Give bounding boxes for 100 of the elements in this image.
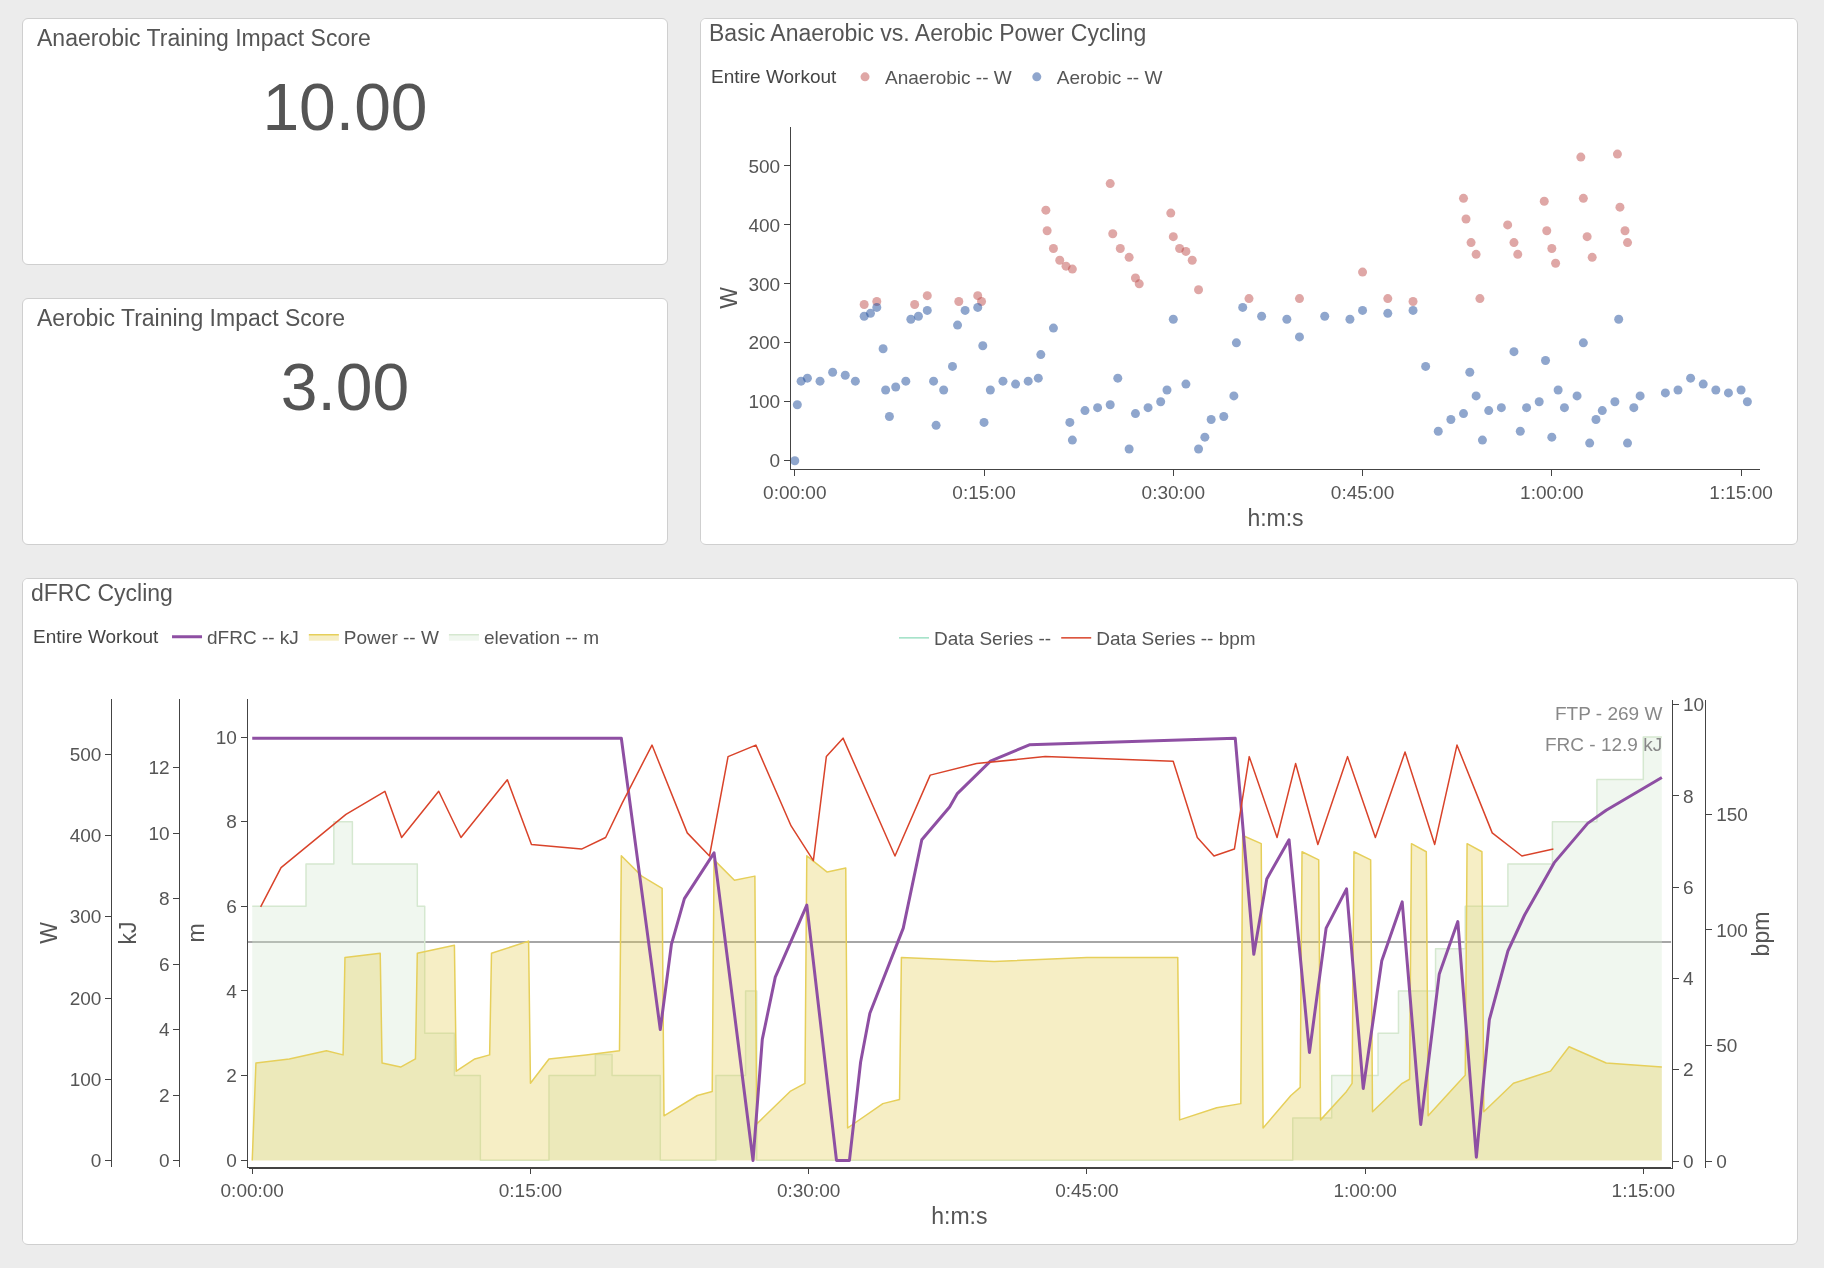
y2-tick-label: 100 [1715, 919, 1748, 941]
point [1134, 279, 1144, 289]
point [1166, 208, 1176, 218]
y-tick-label: 0 [1682, 1150, 1693, 1172]
point [1042, 226, 1052, 236]
text: Aerobic Training Impact Score [37, 305, 346, 332]
point [1294, 294, 1304, 304]
y-tick-label: 4 [226, 980, 238, 1002]
legend-label: elevation -- m [483, 627, 600, 649]
point [1587, 252, 1597, 262]
y3-tick-label: 6 [159, 953, 170, 975]
y-tick-label: 8 [1682, 785, 1693, 807]
x-tick-label: 0:30:00 [1141, 481, 1205, 503]
point [1048, 243, 1058, 253]
point [1612, 149, 1622, 159]
y-tick-label: 300 [748, 273, 781, 295]
point [1067, 264, 1077, 274]
point [1551, 258, 1561, 268]
point [1471, 249, 1481, 259]
y3-axis-title: kJ [114, 921, 141, 945]
point [1542, 226, 1552, 236]
y-tick-label: 200 [748, 332, 781, 354]
y-tick-label: 100 [748, 391, 781, 413]
point [1509, 238, 1519, 248]
y-tick-label: 6 [226, 895, 237, 917]
point [1459, 193, 1468, 203]
y2-tick-label: 0 [90, 1150, 102, 1172]
legend-label: Power -- W [343, 627, 439, 649]
point [1513, 249, 1523, 259]
point [973, 291, 983, 301]
legend-label: Data Series -- [933, 627, 1051, 649]
point [1615, 202, 1625, 212]
point [1168, 232, 1178, 242]
point [1539, 196, 1549, 206]
y-tick-label: 2 [1682, 1058, 1693, 1080]
annotation: FTP - 269 W [1555, 703, 1663, 724]
point [922, 291, 932, 301]
point [1576, 152, 1586, 162]
legend-label: dFRC -- kJ [207, 627, 299, 649]
y-tick-label: 4 [1682, 967, 1694, 989]
point [1194, 285, 1204, 295]
point [1055, 255, 1065, 265]
point [1187, 255, 1197, 265]
y-tick-label: 0 [226, 1149, 237, 1171]
x-tick-label: 1:00:00 [1333, 1179, 1397, 1201]
y2-axis-title: W [36, 921, 63, 944]
y2-tick-label: 200 [69, 987, 102, 1009]
x-tick-label: 0:45:00 [1055, 1179, 1119, 1201]
point [859, 299, 869, 309]
x-tick-label: 0:45:00 [1330, 481, 1395, 503]
point [1503, 220, 1513, 230]
annotation: FRC - 12.9 kJ [1545, 734, 1663, 755]
point [1620, 226, 1630, 236]
y2-tick-label: 100 [69, 1068, 102, 1090]
y3-tick-label: 0 [159, 1150, 170, 1172]
y2-tick-label: 150 [1715, 803, 1748, 825]
point [1181, 246, 1191, 256]
point [1175, 243, 1185, 253]
y-tick-label: 400 [748, 214, 781, 236]
y-tick-label: 8 [226, 811, 237, 833]
point [1461, 214, 1471, 224]
y-tick-label: 10 [215, 726, 237, 748]
y3-tick-label: 12 [148, 757, 170, 779]
y-tick-label: 2 [226, 1065, 237, 1087]
x-tick-label: 1:00:00 [1520, 481, 1584, 503]
point [1547, 243, 1557, 253]
point [1466, 238, 1476, 248]
text: 10.00 [261, 69, 429, 145]
point [954, 297, 964, 307]
y2-tick-label: 50 [1715, 1034, 1737, 1056]
y2-tick-label: 300 [69, 906, 102, 928]
y3-tick-label: 4 [159, 1019, 171, 1041]
text: 3.00 [279, 349, 411, 425]
x-axis-title: h:m:s [931, 1203, 988, 1230]
point [1475, 294, 1485, 304]
point [1578, 193, 1588, 203]
x-axis-title: h:m:s [1247, 505, 1304, 532]
y2-axis-title: bpm [1747, 911, 1774, 956]
x-tick-label: 0:30:00 [776, 1179, 841, 1201]
legend-title: Entire Workout [33, 625, 160, 647]
x-tick-label: 0:00:00 [220, 1179, 284, 1201]
text: Anaerobic Training Impact Score [37, 25, 371, 52]
chart-title: Basic Anaerobic vs. Aerobic Power Cycling [709, 20, 1147, 47]
point [1041, 205, 1051, 215]
y3-tick-label: 8 [159, 888, 170, 910]
y-axis-title: W [715, 286, 742, 309]
y3-tick-label: 10 [148, 822, 170, 844]
y-tick-label: 6 [1682, 876, 1693, 898]
point [910, 299, 920, 309]
y-tick-label: 0 [769, 450, 781, 472]
x-tick-label: 0:15:00 [952, 481, 1016, 503]
y2-tick-label: 400 [69, 825, 102, 847]
y3-tick-label: 2 [159, 1084, 170, 1106]
chart-title: dFRC Cycling [31, 580, 173, 607]
legend-label: Aerobic -- W [1056, 67, 1163, 89]
legend-label: Anaerobic -- W [885, 67, 1012, 89]
x-tick-label: 0:15:00 [498, 1179, 563, 1201]
y2-tick-label: 500 [69, 743, 102, 765]
y2-tick-label: 0 [1715, 1150, 1727, 1172]
point [1115, 243, 1125, 253]
